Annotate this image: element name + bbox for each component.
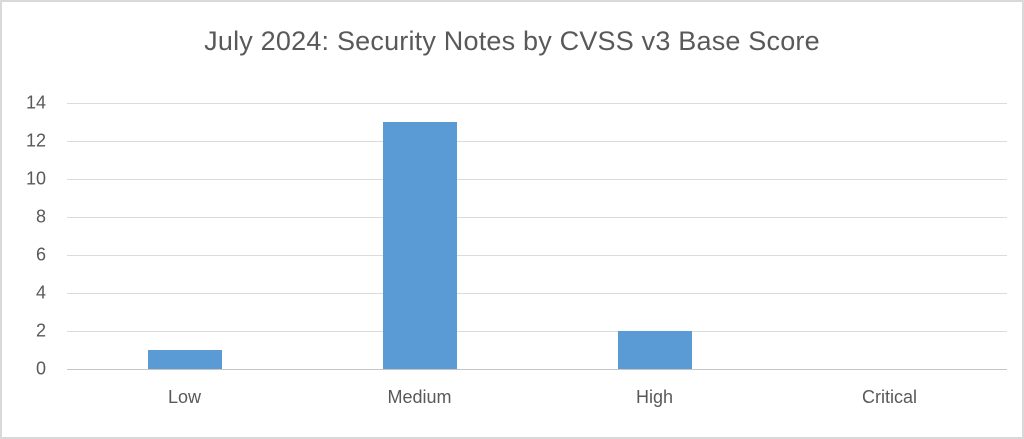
x-category-label-low: Low <box>167 387 202 407</box>
bar-high <box>617 331 692 369</box>
y-tick-label: 2 <box>35 320 46 341</box>
gridline <box>67 331 1007 332</box>
chart-title: July 2024: Security Notes by CVSS v3 Bas… <box>204 26 820 56</box>
gridline <box>67 103 1007 104</box>
y-tick-label: 6 <box>35 244 46 265</box>
y-tick-label: 12 <box>25 130 46 151</box>
gridline <box>67 293 1007 294</box>
y-tick-label: 14 <box>25 92 46 113</box>
gridline <box>67 141 1007 142</box>
bar-medium <box>382 122 457 369</box>
gridline <box>67 217 1007 218</box>
bars <box>67 103 1007 369</box>
gridline <box>67 255 1007 256</box>
x-category-label-medium: Medium <box>387 387 452 407</box>
y-tick-label: 4 <box>35 282 46 303</box>
x-axis-labels: Low Medium High Critical <box>67 386 1007 412</box>
plot-area <box>67 103 1007 370</box>
y-tick-label: 8 <box>35 206 46 227</box>
bar-low <box>147 350 222 369</box>
y-tick-label: 10 <box>25 168 46 189</box>
x-category-label-critical: Critical <box>861 387 918 407</box>
x-axis-line <box>67 369 1007 370</box>
x-category-label-high: High <box>635 387 674 407</box>
y-axis-labels: 0 2 4 6 8 10 12 14 <box>2 93 49 379</box>
y-tick-label: 0 <box>35 358 46 379</box>
gridline <box>67 179 1007 180</box>
